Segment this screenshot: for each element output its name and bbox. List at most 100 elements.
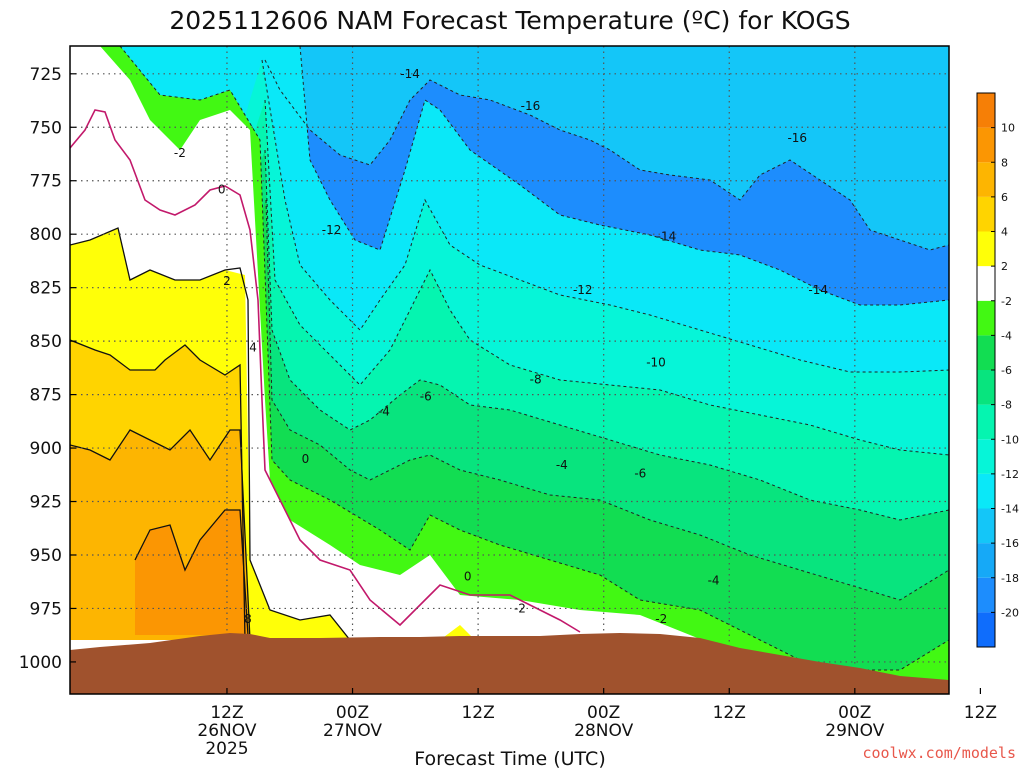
y-tick-label: 825 [30,279,62,299]
colorbar-label: -20 [1001,606,1019,619]
colorbar-label: -16 [1001,537,1019,550]
colorbar-swatch [977,196,995,232]
colorbar-swatch [977,473,995,509]
contour-label: -2 [655,612,667,626]
colorbar-swatch [977,127,995,163]
colorbar-swatch [977,93,995,128]
contour-line-plus-2 [70,227,351,641]
colorbar-swatch [977,508,995,544]
y-tick-label: 775 [30,172,62,192]
x-tick-label: 29NOV [825,721,884,741]
colorbar-label: -6 [1001,364,1012,377]
y-tick-label: 875 [30,386,62,406]
y-tick-label: 725 [30,65,62,85]
colorbar-swatch [977,162,995,197]
contour-label: -6 [420,390,432,404]
contour-line-minus-8 [264,99,949,456]
colorbar-label: -8 [1001,399,1012,412]
x-tick-label: 27NOV [323,721,382,741]
y-tick-label: 750 [30,118,62,138]
x-tick-label: 00Z [838,703,871,723]
y-tick-label: 900 [30,439,62,459]
contour-label: -16 [787,131,807,145]
y-tick-label: 950 [30,546,62,566]
x-tick-label: 28NOV [574,721,633,741]
contour-label: 4 [249,341,257,355]
x-tick-label: 26NOV [197,721,256,741]
credit-text: coolwx.com/models [862,744,1016,762]
chart-title: 2025112606 NAM Forecast Temperature (ºC)… [169,6,850,35]
colorbar-label: -10 [1001,433,1019,446]
colorbar-swatch [977,439,995,474]
y-tick-label: 850 [30,332,62,352]
plot-area: -14 -16 -16 -2 0 -12 -14 -12 -14 2 4 -10 -8 -6 -4 0 -4 -6… [70,46,949,694]
x-tick-label: 12Z [461,703,494,723]
contour-label: 2 [223,274,231,288]
contour-label: 0 [464,569,472,583]
x-tick-label: 00Z [587,703,620,723]
contour-label: -14 [400,67,420,81]
colorbar-swatch [977,335,995,370]
colorbar-label: 8 [1001,156,1008,169]
x-tick-label: 12Z [713,703,746,723]
plot-frame [69,45,950,695]
contour-label: -8 [530,373,542,387]
x-axis-title: Forecast Time (UTC) [414,748,605,768]
contour-label: 0 [302,452,310,466]
contour-line-plus-6 [70,428,251,641]
contour-label: -4 [556,458,568,472]
contour-line-minus-10 [261,59,949,373]
y-tick-label: 800 [30,225,62,245]
colorbar-swatch [977,266,995,301]
colorbar-swatch [977,300,995,336]
colorbar-label: -18 [1001,572,1019,585]
colorbar-label: 10 [1001,122,1015,135]
contour-label: -10 [646,356,666,370]
band-minus-14 [260,46,949,250]
x-tick-label: 00Z [336,703,369,723]
colorbar-swatch [977,543,995,578]
colorbar-label: 6 [1001,191,1008,204]
colorbar-label: 2 [1001,260,1008,273]
contour-label: -12 [322,223,342,237]
contour-label: -16 [521,99,541,113]
contour-label: -12 [573,283,593,297]
y-tick-label: 1000 [19,653,62,673]
contour-line-minus-12 [299,46,949,306]
band-plus-8 [135,510,248,635]
colorbar-swatch [977,612,995,647]
x-tick-label: 2025 [205,739,248,759]
contour-labels: -14 -16 -16 -2 0 -12 -14 -12 -14 2 4 -10 -8 -6 -4 0 -4 -6… [174,67,828,626]
contour-label: 0 [218,182,226,196]
colorbar-label: -2 [1001,295,1012,308]
contour-label: -2 [514,601,526,615]
colorbar-swatch [977,404,995,440]
contour-line-minus-6 [264,149,949,521]
contour-label: -14 [808,283,828,297]
colorbar-label: -12 [1001,468,1019,481]
y-tick-label: 925 [30,493,62,513]
contour-line-minus-14 [264,59,949,251]
colorbar-label: 4 [1001,226,1008,239]
contour-label: 8 [244,612,252,626]
contour-line-plus-4 [70,339,246,641]
y-tick-label: 975 [30,599,62,619]
contour-label: -4 [708,574,720,588]
colorbar: -20 -18 -16 -14 -12 -10 -8 -6 -4 -2 2 4 6 8 10 [976,92,1019,648]
terrain-ground [70,633,949,694]
contour-line-minus-2 [119,46,949,671]
contour-line-zero [70,109,581,633]
contour-label: -2 [174,146,186,160]
band-zero-white [70,46,949,694]
colorbar-swatch [977,231,995,267]
contour-label: -6 [634,467,646,481]
contour-label: -4 [378,405,390,419]
contour-line-minus-4 [265,199,949,601]
colorbar-label: -4 [1001,329,1012,342]
colorbar-label: -14 [1001,503,1019,516]
colorbar-swatch [977,577,995,613]
x-tick-label: 12Z [210,703,243,723]
colorbar-swatch [977,370,995,405]
